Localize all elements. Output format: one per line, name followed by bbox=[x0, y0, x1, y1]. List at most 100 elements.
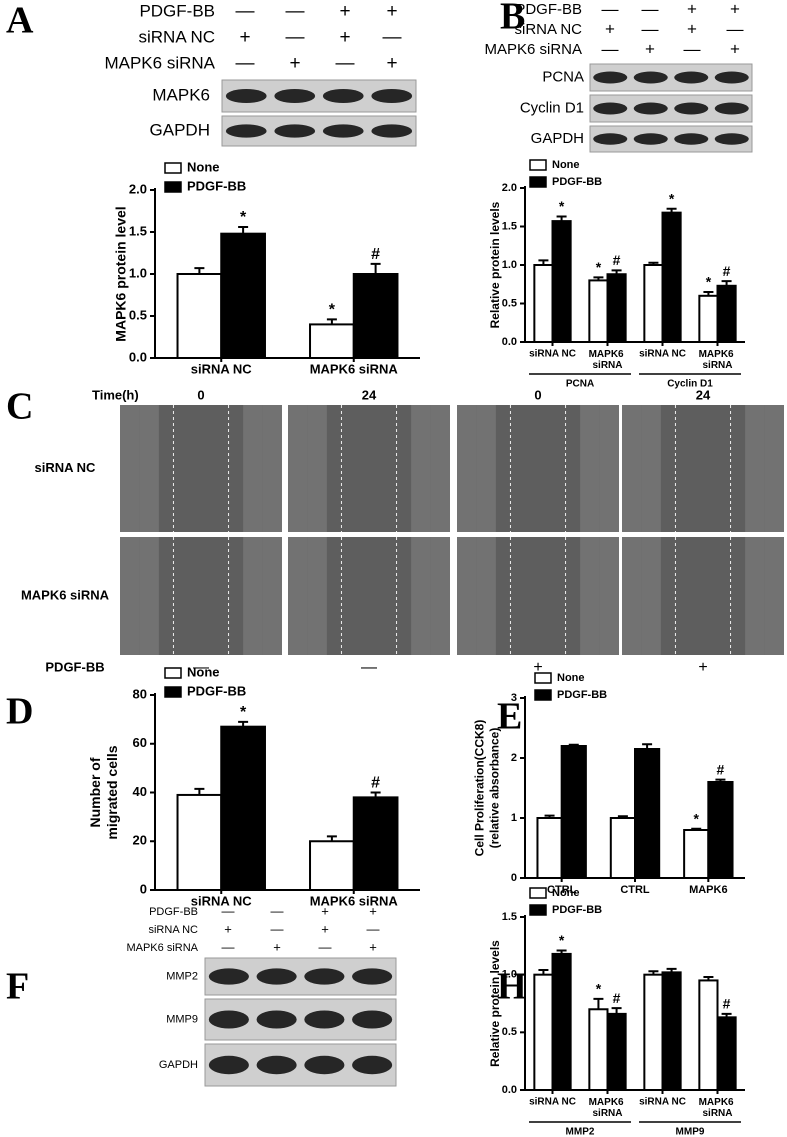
condition-label: MAPK6 siRNA bbox=[104, 53, 215, 72]
significance-marker: * bbox=[596, 259, 602, 275]
row-label: MAPK6 siRNA bbox=[21, 587, 110, 602]
legend-label: PDGF-BB bbox=[552, 904, 602, 916]
condition-label: siRNA NC bbox=[514, 21, 582, 38]
x-tick-label: siRNA NC bbox=[639, 1097, 686, 1108]
blot-band bbox=[593, 71, 628, 84]
y-tick-label: 2.0 bbox=[502, 182, 517, 194]
legend-swatch bbox=[164, 162, 182, 174]
condition-sign: — bbox=[222, 903, 235, 918]
bar bbox=[220, 725, 266, 891]
group-label: MMP2 bbox=[566, 1127, 595, 1137]
blot-band bbox=[674, 71, 709, 84]
cell-layer bbox=[622, 537, 642, 655]
significance-marker: # bbox=[613, 990, 621, 1006]
condition-sign: — bbox=[286, 1, 305, 22]
condition-label: PDGF-BB bbox=[515, 1, 582, 18]
condition-sign: + bbox=[224, 921, 232, 936]
blot-band bbox=[674, 133, 709, 145]
cell-layer bbox=[411, 405, 431, 532]
treatment-sign: + bbox=[698, 659, 707, 676]
bar bbox=[352, 273, 399, 359]
y-axis-label: MAPK6 protein level bbox=[113, 206, 129, 341]
cell-layer bbox=[745, 405, 765, 532]
bar bbox=[560, 745, 587, 879]
bar bbox=[643, 973, 664, 1092]
condition-sign: — bbox=[367, 921, 380, 936]
blot-band bbox=[593, 133, 628, 145]
significance-marker: * bbox=[694, 811, 700, 827]
y-tick-label: 1.5 bbox=[502, 911, 517, 923]
group-label: MMP9 bbox=[676, 1127, 705, 1137]
y-tick-label: 1.0 bbox=[502, 259, 517, 271]
error-bar bbox=[593, 997, 604, 1010]
cell-layer bbox=[599, 537, 619, 655]
significance-marker: * bbox=[559, 198, 565, 214]
cell-layer bbox=[580, 405, 600, 532]
condition-sign: — bbox=[319, 939, 332, 954]
bar bbox=[634, 748, 661, 879]
significance-marker: # bbox=[723, 996, 731, 1012]
bar bbox=[606, 273, 627, 343]
legend-label: PDGF-BB bbox=[557, 689, 607, 701]
y-tick-label: 20 bbox=[133, 833, 147, 848]
treatment-sign: + bbox=[533, 659, 542, 676]
blot-band bbox=[304, 1055, 345, 1075]
band-label: PCNA bbox=[542, 68, 584, 85]
significance-marker: # bbox=[717, 761, 725, 777]
bar bbox=[309, 323, 355, 359]
blot-band bbox=[371, 124, 413, 138]
bar bbox=[309, 840, 355, 891]
y-tick-label: 0 bbox=[511, 872, 517, 884]
condition-sign: — bbox=[271, 903, 284, 918]
blot-band bbox=[714, 102, 749, 115]
condition-sign: + bbox=[339, 27, 350, 48]
y-tick-label: 80 bbox=[133, 686, 147, 701]
blot-band bbox=[225, 88, 267, 104]
bar bbox=[588, 279, 609, 343]
bar bbox=[551, 952, 572, 1092]
y-axis-label: (relative absorbance) bbox=[488, 728, 502, 849]
condition-label: PDGF-BB bbox=[149, 906, 198, 918]
condition-sign: — bbox=[271, 921, 284, 936]
x-tick-label: siRNA NC bbox=[191, 361, 253, 376]
band-label: Cyclin D1 bbox=[520, 99, 584, 116]
condition-sign: + bbox=[321, 903, 329, 918]
band-label: MMP2 bbox=[166, 970, 198, 982]
cell-layer bbox=[243, 537, 263, 655]
panel-letter: H bbox=[497, 966, 527, 1008]
bar bbox=[698, 979, 719, 1092]
blot-band bbox=[714, 71, 749, 84]
y-tick-label: 0.0 bbox=[502, 336, 517, 348]
y-tick-label: 0.5 bbox=[502, 1026, 517, 1038]
legend-swatch bbox=[529, 904, 547, 916]
condition-sign: + bbox=[321, 921, 329, 936]
condition-sign: + bbox=[289, 53, 300, 74]
significance-marker: # bbox=[371, 246, 380, 263]
blot-band bbox=[274, 88, 316, 104]
condition-sign: — bbox=[727, 19, 744, 38]
blot-band bbox=[304, 968, 345, 985]
x-tick-label: MAPK6 siRNA bbox=[699, 1097, 737, 1119]
time-label: Time(h) bbox=[92, 387, 139, 402]
condition-sign: — bbox=[383, 27, 402, 48]
band-label: GAPDH bbox=[150, 120, 210, 139]
blot-band bbox=[352, 1010, 393, 1029]
y-tick-label: 2 bbox=[511, 752, 517, 764]
cell-layer bbox=[243, 405, 263, 532]
condition-label: siRNA NC bbox=[138, 27, 215, 46]
blot-band bbox=[371, 88, 413, 104]
condition-sign: + bbox=[369, 903, 377, 918]
treatment-sign: — bbox=[361, 659, 377, 676]
condition-sign: — bbox=[236, 1, 255, 22]
condition-sign: + bbox=[386, 1, 397, 22]
condition-sign: + bbox=[369, 939, 377, 954]
cell-layer bbox=[641, 405, 661, 532]
bar bbox=[588, 1008, 609, 1091]
y-tick-label: 1.5 bbox=[502, 220, 517, 232]
x-tick-label: CTRL bbox=[620, 884, 650, 896]
cell-layer bbox=[622, 405, 642, 532]
y-tick-label: 1.0 bbox=[502, 969, 517, 981]
significance-marker: * bbox=[240, 209, 247, 226]
x-tick-label: MAPK6 siRNA bbox=[310, 893, 399, 908]
